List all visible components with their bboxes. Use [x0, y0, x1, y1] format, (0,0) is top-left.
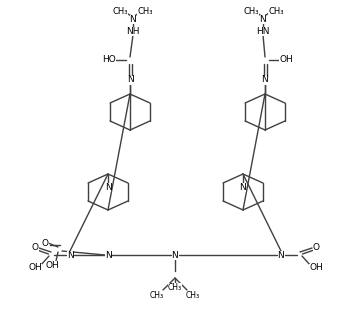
Text: N: N [172, 250, 178, 260]
Text: OH: OH [279, 56, 293, 64]
Text: HO: HO [102, 56, 116, 64]
Text: O: O [41, 239, 48, 247]
Text: OH: OH [28, 264, 42, 272]
Text: N: N [105, 250, 111, 260]
Text: N: N [127, 75, 133, 85]
Text: CH₃: CH₃ [150, 291, 164, 299]
Text: N: N [67, 250, 73, 260]
Text: O: O [32, 243, 39, 252]
Text: N: N [105, 183, 111, 191]
Text: CH₃: CH₃ [186, 291, 200, 299]
Text: CH₃: CH₃ [168, 283, 182, 291]
Text: N: N [261, 75, 269, 85]
Text: CH₃: CH₃ [137, 7, 153, 15]
Text: CH₃: CH₃ [243, 7, 259, 15]
Text: N: N [260, 14, 266, 23]
Text: N: N [240, 183, 246, 191]
Text: O: O [312, 243, 319, 252]
Text: N: N [278, 250, 284, 260]
Text: OH: OH [45, 261, 59, 269]
Text: HN: HN [256, 27, 270, 36]
Text: OH: OH [309, 264, 323, 272]
Text: CH₃: CH₃ [112, 7, 128, 15]
Text: CH₃: CH₃ [268, 7, 284, 15]
Text: N: N [130, 14, 137, 23]
Text: NH: NH [126, 27, 140, 36]
